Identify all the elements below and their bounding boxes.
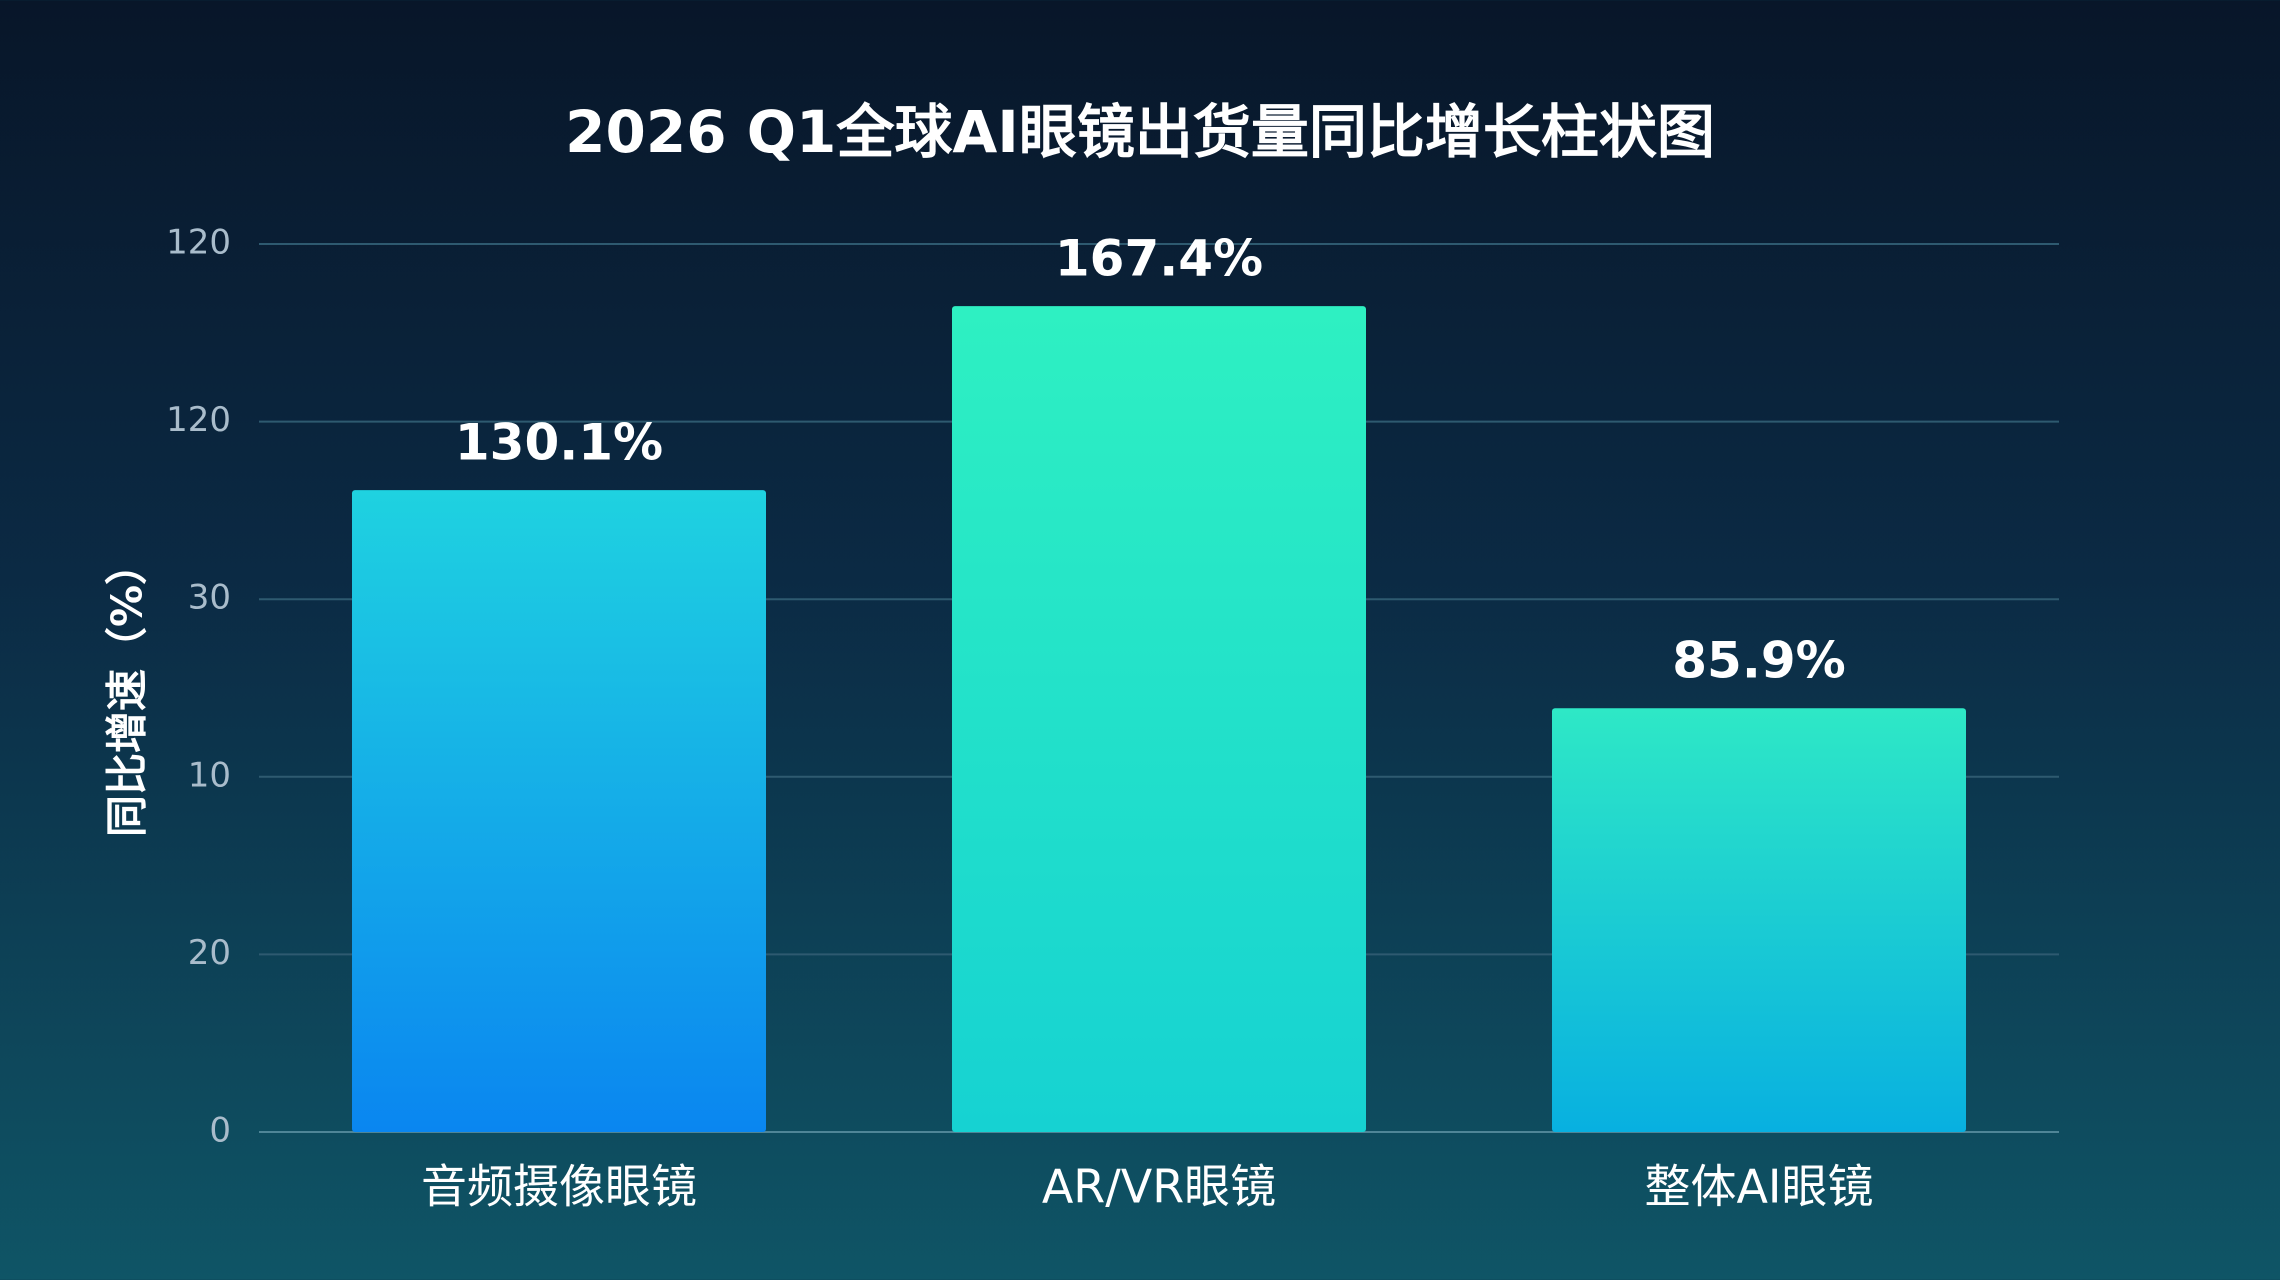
bar <box>952 306 1366 1132</box>
data-label: 167.4% <box>1055 230 1263 288</box>
bar <box>352 490 766 1132</box>
x-tick-label: AR/VR眼镜 <box>1042 1160 1276 1214</box>
data-label: 85.9% <box>1672 632 1845 690</box>
y-tick-label: 10 <box>188 755 231 795</box>
x-tick-label: 整体AI眼镜 <box>1644 1160 1873 1214</box>
data-label: 130.1% <box>455 414 663 472</box>
y-axis-label: 同比增速（%） <box>103 543 152 837</box>
bar <box>1552 708 1966 1132</box>
y-tick-label: 120 <box>166 223 231 263</box>
y-tick-label: 20 <box>188 933 231 973</box>
chart-title: 2026 Q1全球AI眼镜出货量同比增长柱状图 <box>565 98 1715 166</box>
y-tick-label: 30 <box>188 578 231 618</box>
y-tick-label: 0 <box>209 1111 231 1151</box>
x-tick-label: 音频摄像眼镜 <box>421 1160 697 1214</box>
y-tick-label: 120 <box>166 400 231 440</box>
